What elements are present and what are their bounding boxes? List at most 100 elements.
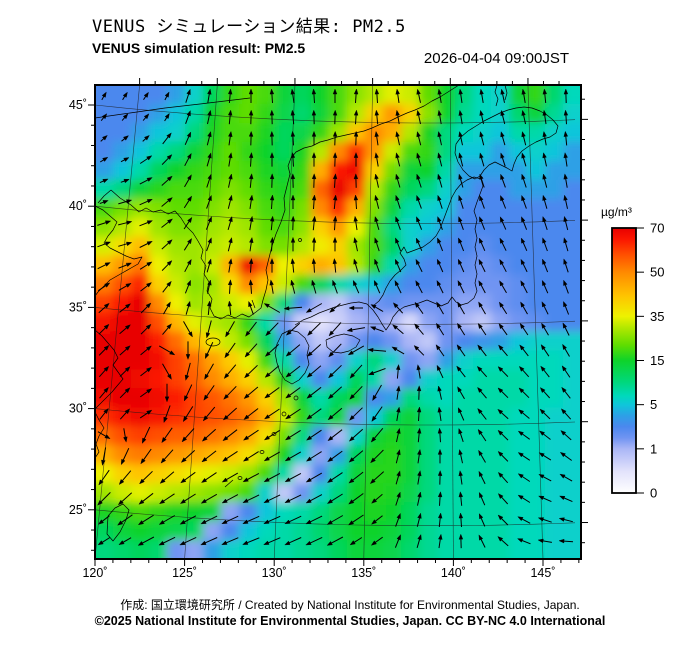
wind-arrow-head (539, 387, 546, 393)
wind-arrow-head (437, 406, 442, 413)
wind-arrow-head (97, 499, 103, 506)
wind-arrow-head (123, 178, 130, 184)
heatmap-cell (545, 540, 564, 559)
wind-arrow (247, 364, 258, 375)
wind-arrow-head (499, 301, 504, 308)
wind-arrow-head (353, 109, 359, 116)
wind-arrow-head (497, 408, 504, 415)
heatmap-cell (149, 483, 168, 504)
heatmap-cell (419, 179, 438, 200)
heatmap-cell (383, 426, 402, 447)
wind-arrow (122, 96, 126, 101)
wind-arrow (184, 471, 196, 481)
heatmap-cell (113, 160, 132, 181)
heatmap-cell (239, 274, 258, 295)
heatmap-cell (365, 426, 384, 447)
heatmap-cell (257, 350, 276, 371)
heatmap-cell (383, 293, 402, 314)
wind-arrow (119, 348, 127, 356)
wind-arrow (563, 497, 573, 503)
wind-arrow-head (521, 152, 526, 159)
heatmap-cell (311, 274, 330, 295)
wind-arrow (439, 157, 443, 167)
heatmap-cell (455, 236, 474, 257)
wind-arrow (543, 263, 549, 273)
wind-arrow (522, 284, 528, 294)
heatmap-cell (545, 141, 564, 162)
heatmap-cell (203, 217, 222, 238)
heatmap-cell (167, 179, 186, 200)
heatmap-cell (527, 445, 546, 466)
wind-arrow (331, 386, 343, 396)
wind-arrow-head (290, 130, 296, 137)
wind-arrow (268, 305, 281, 313)
wind-arrow (418, 93, 421, 103)
heatmap-cell (275, 293, 294, 314)
wind-arrow-head (290, 279, 295, 286)
heatmap-cell (563, 255, 581, 276)
wind-arrow (121, 138, 125, 142)
wind-arrow-head (374, 109, 380, 116)
wind-arrow-head (311, 109, 317, 116)
heatmap-cell (527, 483, 546, 504)
colorbar-tick-label: 50 (650, 265, 664, 280)
wind-arrow-head (285, 351, 292, 357)
wind-arrow-head (370, 457, 376, 464)
heatmap-cell (311, 426, 330, 447)
wind-arrow-head (457, 386, 462, 393)
heatmap-cell (491, 350, 510, 371)
wind-arrow (542, 476, 552, 482)
heatmap-cell (311, 293, 330, 314)
wind-arrow-head (264, 414, 271, 420)
wind-arrow (118, 243, 128, 247)
heatmap-cell (167, 293, 186, 314)
wind-arrow (438, 306, 444, 315)
wind-arrow-head (311, 215, 317, 222)
wind-arrow (268, 472, 281, 480)
wind-arrow-head (283, 306, 290, 311)
wind-arrow-head (369, 326, 377, 331)
wind-arrow-head (228, 258, 233, 265)
wind-arrow-head (396, 512, 401, 520)
y-tick-label: 40˚ (69, 199, 87, 213)
heatmap-cell (131, 369, 150, 390)
wind-arrow (396, 221, 401, 230)
heatmap-cell (311, 369, 330, 390)
wind-arrow-head (517, 430, 524, 436)
heatmap-cell (437, 331, 456, 352)
wind-arrow-head (369, 478, 376, 484)
wind-arrow (480, 263, 486, 273)
wind-arrow (481, 136, 485, 146)
wind-arrow (119, 412, 127, 420)
wind-arrow (542, 540, 552, 543)
heatmap-cell (275, 521, 294, 542)
wind-arrow (397, 136, 400, 146)
wind-arrow (121, 492, 133, 502)
heatmap-cell (527, 103, 546, 124)
wind-arrow (247, 472, 260, 480)
heatmap-cell (491, 179, 510, 200)
wind-arrow (563, 519, 573, 523)
wind-arrow (184, 284, 190, 294)
wind-arrow-head (305, 498, 312, 504)
heatmap-cell (149, 236, 168, 257)
heatmap-cell (203, 85, 222, 105)
wind-arrow (226, 385, 237, 397)
heatmap-cell (185, 179, 204, 200)
wind-arrow-head (185, 354, 191, 360)
wind-arrow (352, 385, 363, 397)
heatmap-cell (185, 426, 204, 447)
wind-arrow-head (103, 386, 109, 393)
coastline (224, 479, 234, 488)
wind-arrow-head (141, 437, 147, 444)
wind-arrow-head (205, 332, 211, 339)
wind-arrow-head (103, 408, 109, 414)
wind-arrow (417, 199, 422, 209)
heatmap-cell (113, 483, 132, 504)
wind-arrow-head (538, 495, 545, 501)
heatmap-cell (383, 274, 402, 295)
wind-arrow (459, 369, 466, 378)
wind-arrow (355, 199, 357, 210)
heatmap-cell (203, 179, 222, 200)
graticule-parallel (95, 408, 576, 426)
